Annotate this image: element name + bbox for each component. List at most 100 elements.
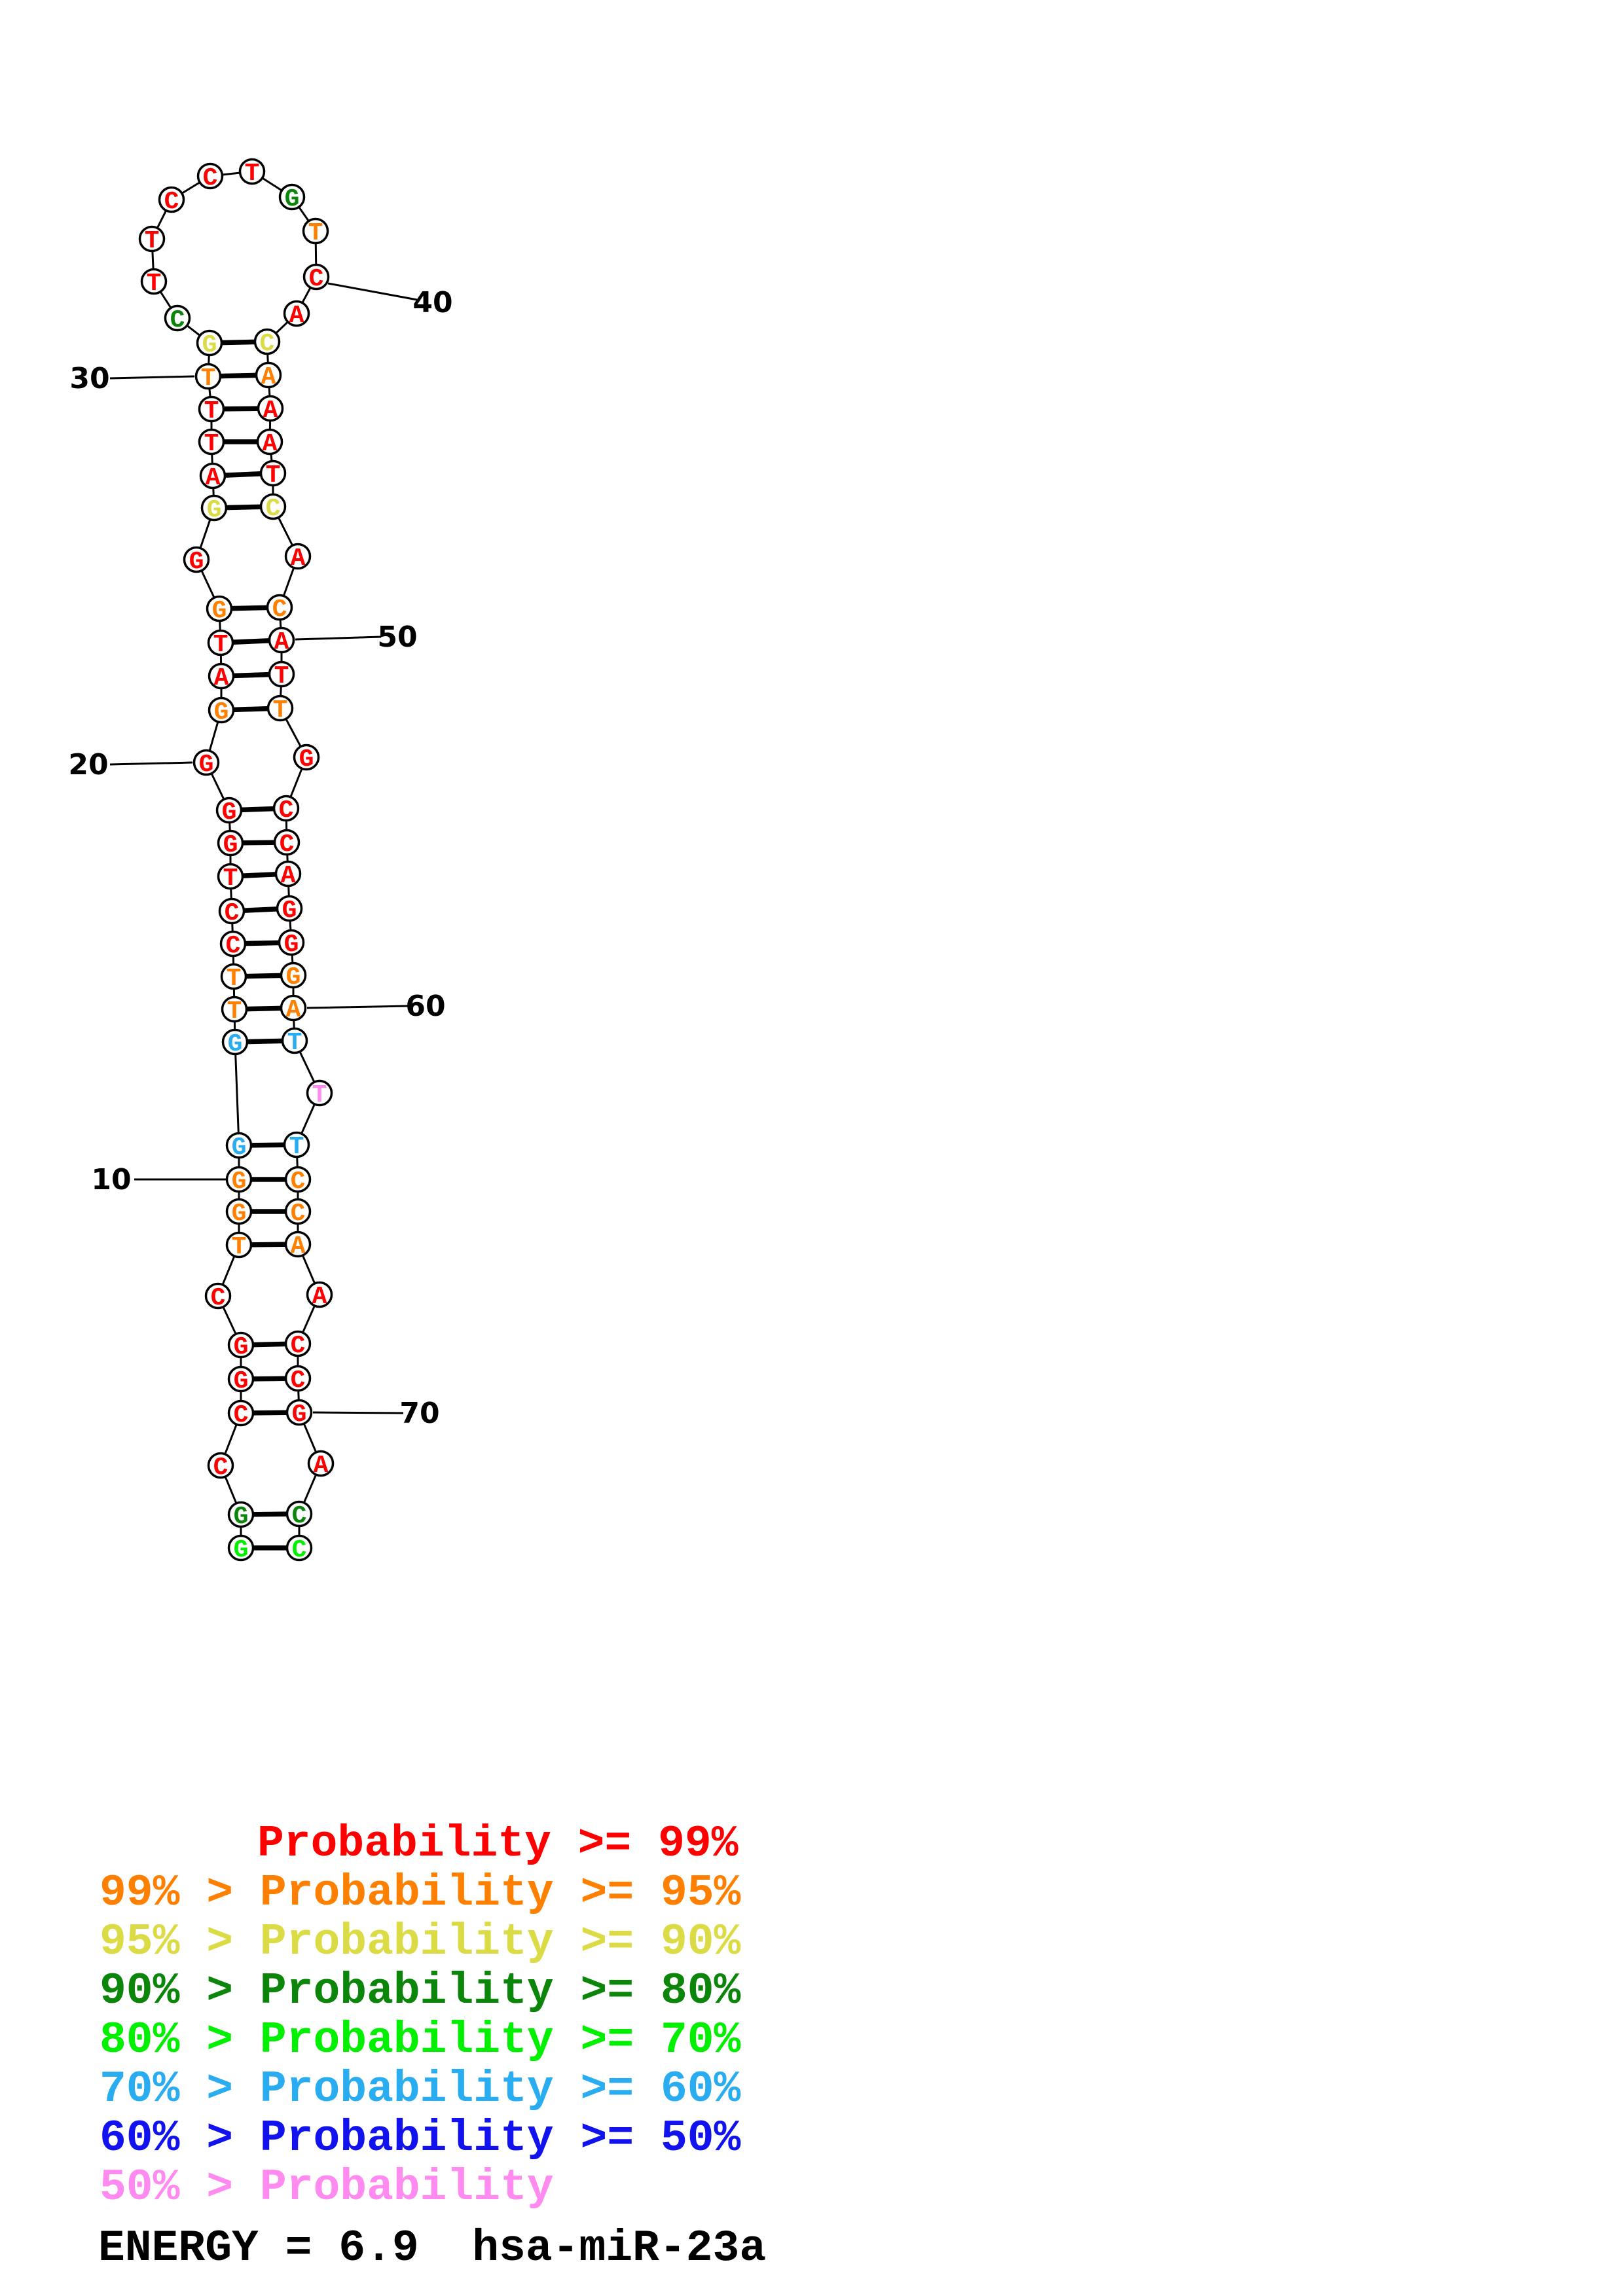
nucleotide-circle-47 bbox=[259, 493, 287, 520]
nucleotide-circle-24 bbox=[206, 595, 233, 622]
nucleotide-circle-40 bbox=[302, 263, 330, 291]
nucleotide-circle-29 bbox=[198, 395, 225, 423]
nucleotide-circle-1 bbox=[227, 1534, 255, 1562]
base-letter-27: A bbox=[206, 464, 221, 492]
position-label-30: 30 bbox=[69, 362, 109, 395]
nucleotide-circle-60 bbox=[280, 994, 307, 1022]
base-letter-43: A bbox=[261, 363, 276, 391]
label-leader-50 bbox=[295, 636, 382, 641]
label-leader-60 bbox=[306, 1005, 410, 1009]
legend-line-1: Probability >= 99% bbox=[257, 1819, 739, 1869]
nucleotide-circle-59 bbox=[280, 961, 307, 989]
nucleotide-circle-51 bbox=[268, 660, 295, 688]
energy-layer: ENERGY = 6.9 hsa-miR-23a bbox=[98, 2223, 766, 2274]
nucleotide-circle-18 bbox=[217, 829, 244, 857]
base-letter-17: T bbox=[223, 865, 238, 893]
legend-line-3: 95% > Probability >= 90% bbox=[100, 1917, 741, 1967]
base-letter-7: C bbox=[211, 1284, 226, 1312]
nucleotide-circle-20 bbox=[192, 749, 220, 776]
base-letter-52: T bbox=[273, 696, 288, 725]
nucleotide-circle-28 bbox=[198, 428, 225, 456]
base-letter-48: A bbox=[291, 545, 306, 573]
nucleotide-circle-31 bbox=[196, 329, 223, 357]
nucleotide-circle-54 bbox=[272, 795, 300, 822]
base-letter-51: T bbox=[274, 662, 289, 691]
nucleotide-circle-73 bbox=[285, 1534, 313, 1562]
nucleotide-circle-5 bbox=[227, 1365, 255, 1393]
nucleotide-circle-72 bbox=[285, 1500, 313, 1528]
base-letter-15: C bbox=[226, 932, 241, 960]
nucleotide-circle-6 bbox=[227, 1331, 255, 1359]
nucleotide-circle-67 bbox=[306, 1281, 333, 1308]
nucleotide-circle-48 bbox=[284, 543, 312, 570]
base-letter-34: T bbox=[145, 227, 160, 255]
nucleotide-circle-70 bbox=[285, 1399, 313, 1426]
base-letter-23: T bbox=[213, 631, 228, 659]
base-letter-59: G bbox=[286, 963, 301, 992]
base-letter-37: T bbox=[245, 160, 260, 188]
base-letter-12: G bbox=[228, 1030, 243, 1058]
base-letter-62: T bbox=[312, 1081, 327, 1109]
nucleotide-circle-58 bbox=[278, 929, 305, 956]
base-letter-71: A bbox=[314, 1452, 329, 1480]
nucleotide-circle-62 bbox=[306, 1079, 333, 1107]
nucleotide-circle-69 bbox=[284, 1365, 312, 1392]
base-letter-18: G bbox=[223, 831, 238, 859]
nucleotide-circle-10 bbox=[225, 1166, 253, 1193]
base-letter-8: T bbox=[232, 1233, 247, 1261]
nucleotide-circle-23 bbox=[207, 629, 234, 656]
base-letter-21: G bbox=[214, 698, 229, 726]
base-letter-33: T bbox=[147, 270, 162, 298]
base-letter-46: T bbox=[266, 461, 281, 490]
base-letter-58: G bbox=[284, 931, 299, 959]
nucleotide-circle-26 bbox=[200, 494, 228, 522]
base-letter-31: G bbox=[202, 331, 217, 359]
base-letter-22: A bbox=[214, 664, 229, 692]
nucleotide-circle-12 bbox=[221, 1028, 249, 1056]
position-label-10: 10 bbox=[91, 1163, 131, 1196]
base-letter-54: C bbox=[279, 797, 294, 825]
base-letter-60: A bbox=[286, 996, 301, 1024]
base-letter-9: G bbox=[232, 1200, 247, 1228]
nucleotide-circle-71 bbox=[307, 1450, 335, 1477]
base-letter-3: C bbox=[213, 1454, 228, 1482]
nucleotide-circle-49 bbox=[266, 594, 293, 621]
label-leader-70 bbox=[312, 1411, 404, 1414]
base-letter-11: G bbox=[232, 1134, 247, 1162]
label-leader-30 bbox=[109, 375, 195, 380]
nucleotide-circle-27 bbox=[199, 462, 227, 490]
base-letter-36: C bbox=[203, 164, 218, 192]
base-letter-2: G bbox=[234, 1503, 249, 1531]
label-leader-40 bbox=[327, 282, 418, 301]
nucleotide-circle-46 bbox=[259, 459, 287, 487]
base-letter-57: G bbox=[282, 897, 297, 925]
base-letter-49: C bbox=[272, 596, 287, 624]
base-letter-32: C bbox=[170, 306, 185, 334]
base-letter-47: C bbox=[266, 495, 281, 523]
nucleotide-circle-7 bbox=[204, 1282, 232, 1310]
base-letter-20: G bbox=[199, 751, 214, 779]
base-letter-13: T bbox=[227, 997, 242, 1026]
base-letter-10: G bbox=[232, 1168, 247, 1196]
nucleotide-circle-64 bbox=[284, 1166, 312, 1193]
nucleotide-circle-37 bbox=[238, 158, 266, 185]
nucleotide-circle-layer bbox=[138, 158, 335, 1562]
nucleotide-circle-66 bbox=[284, 1230, 312, 1258]
legend-line-6: 70% > Probability >= 60% bbox=[100, 2064, 741, 2115]
base-letter-73: C bbox=[292, 1536, 307, 1564]
legend-line-2: 99% > Probability >= 95% bbox=[100, 1868, 741, 1918]
nucleotide-circle-9 bbox=[225, 1198, 253, 1225]
base-letter-72: C bbox=[292, 1502, 307, 1530]
position-label-40: 40 bbox=[412, 286, 452, 319]
nucleotide-circle-16 bbox=[218, 897, 246, 925]
position-label-20: 20 bbox=[68, 748, 108, 781]
nucleotide-circle-57 bbox=[276, 895, 303, 922]
nucleotide-circle-53 bbox=[293, 744, 320, 771]
base-letter-55: C bbox=[280, 831, 295, 859]
nucleotide-circle-32 bbox=[164, 304, 191, 332]
nucleotide-circle-63 bbox=[283, 1131, 310, 1158]
nucleotide-circle-41 bbox=[283, 300, 310, 327]
base-letter-61: T bbox=[287, 1029, 302, 1057]
